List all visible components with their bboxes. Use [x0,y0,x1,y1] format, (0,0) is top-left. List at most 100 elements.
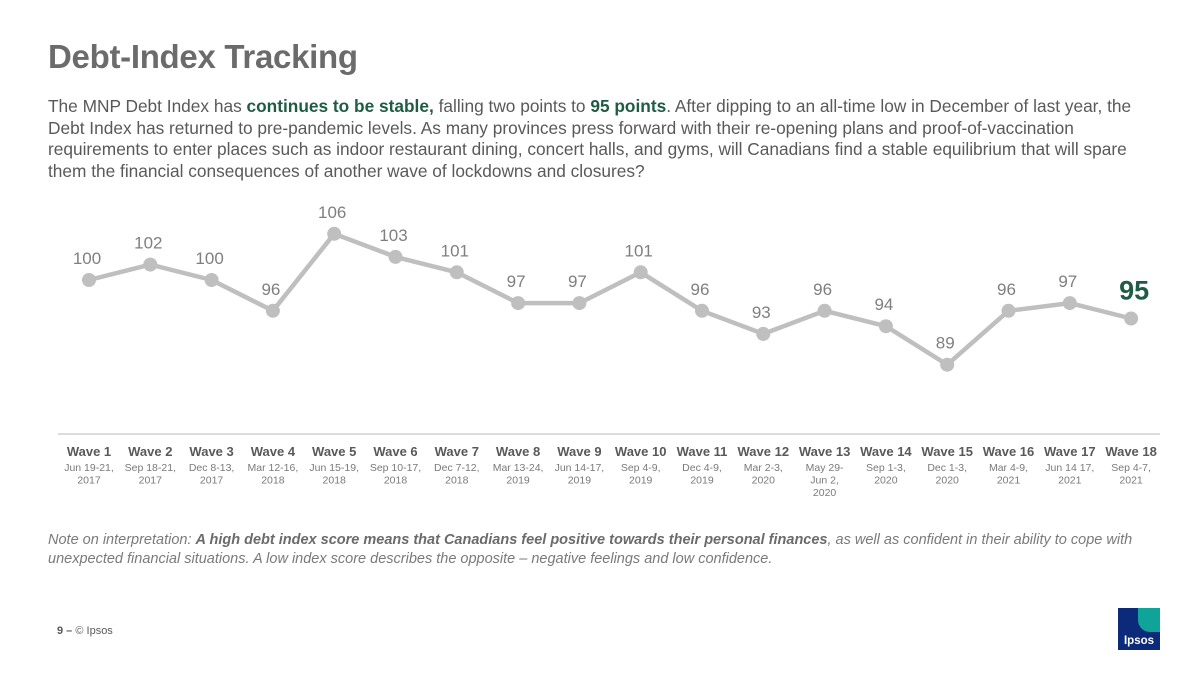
x-tick-label: Wave 4 [251,444,296,459]
footer-separator: – [63,625,76,637]
data-point [1124,311,1139,326]
data-label: 97 [568,272,587,291]
x-date-label: 2019 [506,475,530,487]
interpretation-note: Note on interpretation: A high debt inde… [48,531,1158,568]
x-date-label: 2021 [1058,475,1082,487]
x-date-label: May 29- [806,462,844,474]
x-date-label: 2018 [384,475,408,487]
note-suffix: , as well as confident in their ability … [48,532,1133,567]
data-label: 96 [813,280,832,299]
data-label: 100 [195,249,223,268]
data-point [940,357,955,372]
data-point [388,249,403,264]
x-date-label: Mar 4-9, [989,462,1028,474]
series-line [88,231,1132,367]
x-tick-label: Wave 9 [557,444,601,459]
data-point [204,273,219,287]
intro-paragraph: The MNP Debt Index has continues to be s… [48,96,1158,182]
intro-text-1: The MNP Debt Index has [48,96,247,116]
data-label: 103 [379,226,407,245]
copyright: © Ipsos [75,625,113,637]
x-date-label: 2018 [323,475,347,487]
data-point [1001,303,1016,318]
note-bold: A high debt index score means that Canad… [195,532,828,548]
page-title: Debt-Index Tracking [48,38,358,75]
x-date-label: 2018 [261,475,285,487]
x-date-label: 2019 [568,475,592,487]
data-label: 97 [1058,272,1077,291]
data-point [265,303,280,318]
data-label: 96 [997,280,1016,299]
page-footer: 9 – © Ipsos [57,625,113,637]
x-date-label: 2020 [936,475,960,487]
x-tick-label: Wave 3 [189,444,233,459]
data-label: 106 [318,203,346,222]
x-date-label: Dec 8-13, [189,462,235,474]
data-label: 96 [691,280,710,299]
data-label: 101 [441,241,469,260]
x-date-label: Sep 10-17, [370,462,421,474]
x-tick-label: Wave 7 [435,444,479,459]
data-point [756,326,771,341]
x-date-label: Mar 13-24, [493,462,544,474]
x-date-label: Jun 15-19, [309,462,359,474]
data-point [82,273,96,287]
x-tick-label: Wave 1 [67,444,111,459]
data-label: 94 [874,295,893,314]
intro-text-2: falling two points to [433,96,591,116]
x-date-label: 2020 [752,475,776,487]
logo-text: Ipsos [1123,635,1155,647]
x-date-label: Sep 1-3, [866,462,906,474]
x-date-label: Jun 14 17, [1045,462,1094,474]
x-date-label: Jun 14-17, [555,462,605,474]
data-point [1062,296,1077,311]
intro-highlight-1: continues to be stable, [246,96,434,116]
x-date-label: 2017 [200,475,224,487]
x-tick-label: Wave 6 [373,444,417,459]
x-tick-label: Wave 5 [312,444,356,459]
x-date-label: Dec 7-12, [434,462,480,474]
x-date-label: 2017 [77,475,101,487]
x-date-label: Jun 2, [810,475,839,487]
x-date-label: 2018 [445,475,469,487]
debt-index-line-chart: 100 102 100 96 106 103 101 97 97 101 96 93 96 94 89 96 9… [58,203,1160,499]
x-date-label: Dec 1-3, [927,462,967,474]
x-tick-label: Wave 16 [983,444,1035,459]
x-date-label: 2020 [874,475,898,487]
x-tick-label: Wave 13 [799,444,851,459]
page-number: 9 [57,625,64,637]
x-tick-label: Wave 17 [1044,444,1096,459]
x-tick-label: Wave 15 [921,444,973,459]
x-date-label: Sep 18-21, [125,462,176,474]
x-tick-label: Wave 12 [738,444,790,459]
logo-teal-shape [1138,608,1160,632]
x-date-label: Mar 2-3, [744,462,783,474]
ipsos-logo-icon: Ipsos [1118,608,1160,650]
data-point [449,265,464,280]
x-tick-label: Wave 10 [615,444,667,459]
x-tick-label: Wave 18 [1105,444,1157,459]
data-point [633,265,648,280]
data-label: 95 [1119,276,1149,306]
data-label: 89 [936,334,955,353]
note-prefix: Note on interpretation: [48,532,196,548]
x-date-label: 2017 [139,475,163,487]
intro-text-3: . After dipping to an all-time low in De… [48,96,1132,181]
x-date-label: 2019 [690,475,714,487]
data-point [327,226,342,241]
x-tick-label: Wave 8 [496,444,540,459]
x-date-label: Jun 19-21, [64,462,114,474]
data-label: 101 [625,241,653,260]
x-date-label: 2021 [1119,475,1143,487]
data-point [695,303,709,318]
data-label: 93 [752,303,771,322]
x-tick-label: Wave 2 [128,444,172,459]
data-label: 100 [73,249,101,268]
x-tick-label: Wave 11 [677,444,728,459]
x-date-label: Mar 12-16, [248,462,299,474]
x-date-label: 2020 [813,487,837,499]
data-label: 102 [134,234,162,253]
x-date-label: Sep 4-9, [621,462,661,474]
x-date-label: Dec 4-9, [682,462,722,474]
x-date-label: Sep 4-7, [1111,462,1151,474]
